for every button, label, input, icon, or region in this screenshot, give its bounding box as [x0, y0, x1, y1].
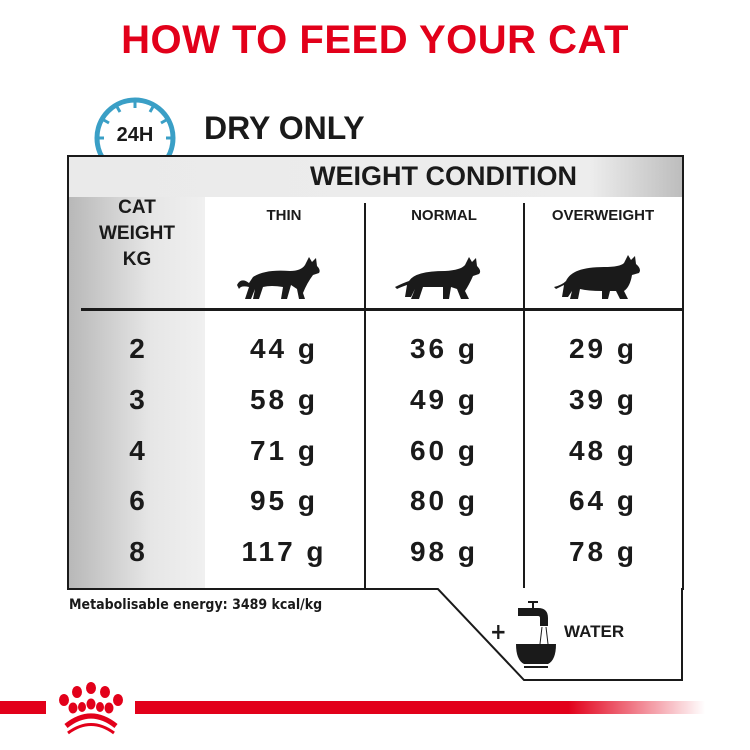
header-divider — [81, 308, 682, 311]
values-area — [205, 197, 682, 588]
overweight-cat-icon — [554, 255, 640, 299]
thin-amount: 44 g — [249, 333, 319, 364]
metabolisable-energy: Metabolisable energy: 3489 kcal/kg — [69, 597, 323, 613]
thin-amount: 95 g — [249, 485, 319, 516]
thin-amount: 117 g — [241, 536, 327, 567]
overweight-amount: 64 g — [568, 485, 638, 516]
row-header-line: KG — [122, 249, 152, 270]
column-divider — [523, 203, 525, 588]
overweight-amount: 29 g — [568, 333, 638, 364]
cat-weight-kg: 8 — [129, 536, 145, 567]
normal-amount: 98 g — [409, 536, 479, 567]
overweight-amount: 39 g — [568, 384, 638, 415]
clock-24h-icon: 24H — [90, 96, 180, 156]
feeding-table: WEIGHT CONDITION CAT WEIGHT KG THIN NORM… — [67, 155, 684, 590]
royal-canin-crown-logo — [59, 682, 123, 735]
thin-amount: 58 g — [249, 384, 319, 415]
column-header-overweight: OVERWEIGHT — [551, 207, 655, 224]
row-header-line: CAT — [118, 197, 156, 218]
water-label: WATER — [564, 622, 625, 641]
row-header-line: WEIGHT — [99, 223, 175, 244]
tap-and-bowl-icon — [516, 601, 556, 668]
plus-sign: + — [490, 620, 507, 645]
cat-weight-kg: 3 — [129, 384, 145, 415]
brand-line-right — [135, 701, 705, 714]
cat-weight-kg: 6 — [129, 485, 145, 516]
row-header: CAT WEIGHT KG — [69, 195, 205, 273]
normal-amount: 36 g — [409, 333, 479, 364]
group-header: WEIGHT CONDITION — [310, 161, 577, 191]
normal-amount: 49 g — [409, 384, 479, 415]
clock-label: 24H — [116, 124, 154, 146]
header-band — [69, 157, 682, 197]
cat-weight-kg: 4 — [129, 435, 145, 466]
left-column-bg — [69, 197, 205, 588]
page-title: HOW TO FEED YOUR CAT — [121, 18, 629, 62]
thin-cat-icon — [237, 257, 320, 299]
normal-amount: 60 g — [409, 435, 479, 466]
overweight-amount: 48 g — [568, 435, 638, 466]
thin-amount: 71 g — [249, 435, 319, 466]
normal-cat-icon — [395, 257, 481, 299]
feeding-subtitle: DRY ONLY — [204, 110, 365, 146]
water-box — [437, 588, 683, 681]
brand-line-left — [0, 701, 46, 714]
overweight-amount: 78 g — [568, 536, 638, 567]
column-header-normal: NORMAL — [411, 207, 477, 224]
cat-weight-kg: 2 — [129, 333, 145, 364]
normal-amount: 80 g — [409, 485, 479, 516]
column-header-thin: THIN — [266, 207, 302, 224]
column-divider — [364, 203, 366, 588]
